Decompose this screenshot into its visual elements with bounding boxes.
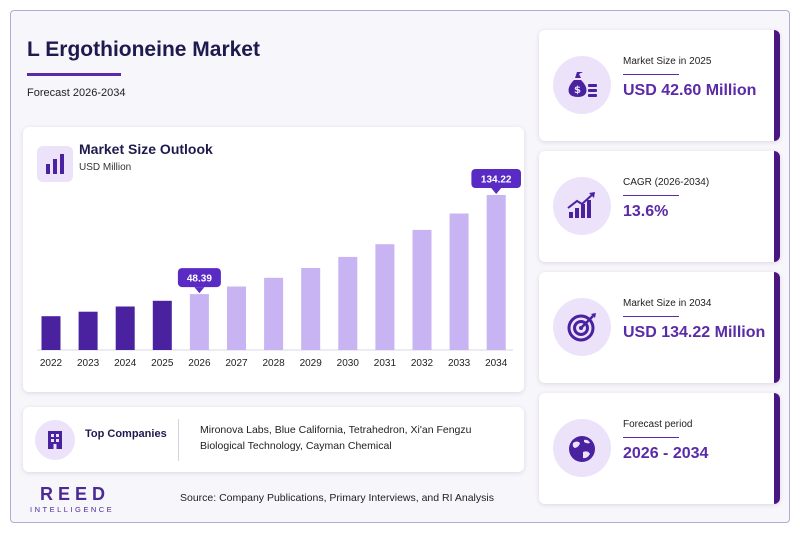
stat-card-cagr: CAGR (2026-2034) 13.6%: [539, 151, 780, 262]
title-underline: [27, 73, 121, 76]
stat-value: USD 42.60 Million: [623, 82, 757, 99]
x-tick-label: 2029: [300, 358, 323, 369]
stat-label: CAGR (2026-2034): [623, 177, 710, 188]
x-tick-label: 2023: [77, 358, 100, 369]
bar-2026: [189, 294, 209, 350]
stat-accent-edge: [774, 393, 780, 504]
chart-unit-label: USD Million: [79, 162, 132, 173]
svg-text:$: $: [574, 85, 581, 96]
bar-chart-icon: [37, 146, 73, 182]
stat-label: Market Size in 2034: [623, 298, 712, 309]
x-tick-label: 2032: [411, 358, 434, 369]
stat-value: 2026 - 2034: [623, 445, 709, 462]
bar-2023: [78, 311, 98, 350]
target-icon: [553, 298, 611, 356]
page-title: L Ergothioneine Market: [27, 38, 260, 61]
bar-2024: [115, 306, 135, 350]
callout-2026: 48.39: [177, 268, 221, 294]
brand-logo-tagline: INTELLIGENCE: [30, 505, 115, 514]
chart-card: 2022 2023 2024 2025 2026 2027 2028 2029 2030 2031…: [23, 127, 524, 392]
stat-value: 13.6%: [623, 203, 669, 220]
divider: [178, 419, 179, 461]
stat-card-market-size-2025: $ Market Size in 2025 USD 42.60 Million: [539, 30, 780, 141]
stat-underline: [623, 74, 679, 75]
stat-label: Market Size in 2025: [623, 56, 712, 67]
bar-2030: [338, 256, 358, 350]
top-companies-list: Mironova Labs, Blue California, Tetrahed…: [200, 424, 472, 452]
x-tick-label: 2028: [262, 358, 285, 369]
globe-icon: [553, 419, 611, 477]
stat-label: Forecast period: [623, 419, 693, 430]
growth-chart-icon: [553, 177, 611, 235]
stat-underline: [623, 437, 679, 438]
money-bag-icon: $: [553, 56, 611, 114]
x-tick-label: 2026: [188, 358, 211, 369]
bar-2032: [412, 229, 432, 350]
stat-value: USD 134.22 Million: [623, 324, 766, 341]
bar-chart: 2022 2023 2024 2025 2026 2027 2028 2029 2030 2031…: [37, 169, 521, 369]
x-tick-label: 2033: [448, 358, 471, 369]
x-tick-label: 2027: [225, 358, 248, 369]
stat-card-forecast-period: Forecast period 2026 - 2034: [539, 393, 780, 504]
callout-label: 134.22: [481, 175, 512, 186]
stat-card-market-size-2034: Market Size in 2034 USD 134.22 Million: [539, 272, 780, 383]
page-subtitle: Forecast 2026-2034: [27, 87, 126, 99]
bar-2029: [301, 268, 321, 350]
callout-label: 48.39: [187, 274, 212, 285]
x-tick-label: 2030: [337, 358, 360, 369]
x-tick-label: 2024: [114, 358, 137, 369]
stat-underline: [623, 316, 679, 317]
stat-accent-edge: [774, 151, 780, 262]
bar-2028: [264, 277, 284, 350]
stat-accent-edge: [774, 272, 780, 383]
chart-title: Market Size Outlook: [79, 141, 213, 157]
bar-2027: [227, 286, 246, 350]
x-tick-label: 2031: [374, 358, 397, 369]
bar-2033: [449, 213, 469, 350]
bar-2034: [486, 195, 506, 350]
x-tick-label: 2022: [40, 358, 63, 369]
x-tick-label: 2034: [485, 358, 508, 369]
bar-2031: [375, 244, 395, 350]
bar-2025: [152, 300, 172, 350]
building-icon: [35, 420, 75, 460]
source-note: Source: Company Publications, Primary In…: [180, 492, 494, 504]
top-companies-card: Top Companies Mironova Labs, Blue Califo…: [23, 407, 524, 472]
callout-2034: 134.22: [471, 169, 521, 194]
top-companies-label: Top Companies: [85, 428, 167, 440]
brand-logo-name: REED: [40, 484, 111, 504]
bar-2022: [41, 316, 61, 350]
stat-accent-edge: [774, 30, 780, 141]
stat-underline: [623, 195, 679, 196]
x-tick-label: 2025: [151, 358, 174, 369]
